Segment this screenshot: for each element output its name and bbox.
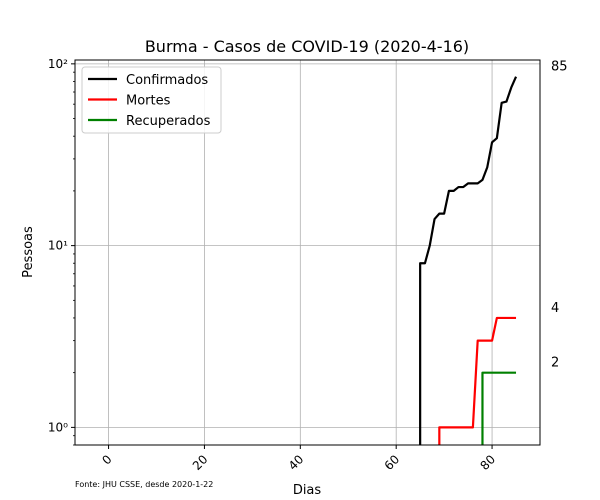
end-label-confirmados: 85 [551,60,568,75]
end-label-recuperados: 2 [551,356,559,371]
y-axis-label: Pessoas [21,226,36,278]
source-note: Fonte: JHU CSSE, desde 2020-1-22 [75,480,213,489]
y-tick-label: 10¹ [48,239,68,253]
x-tick-label: 40 [286,452,307,473]
chart-title: Burma - Casos de COVID-19 (2020-4-16) [145,37,469,56]
series-line-confirmados [419,76,518,445]
legend-label-recuperados: Recuperados [126,114,211,129]
x-tick-label: 20 [190,452,211,473]
plot-frame [74,59,541,446]
x-tick-label: 80 [477,452,498,473]
y-tick-label: 10⁰ [48,420,68,434]
x-axis-label: Dias [293,483,322,498]
series-line-recuperados [481,371,517,445]
series-line-mortes [438,316,517,445]
legend-label-mortes: Mortes [126,94,171,109]
series-lines [419,76,518,445]
legend-label-confirmados: Confirmados [126,73,208,88]
end-label-mortes: 4 [551,301,559,316]
legend-box [81,66,222,134]
legend: Confirmados Mortes Recuperados [81,66,222,134]
x-tick-label: 60 [382,452,403,473]
y-tick-label: 10² [48,57,68,71]
x-tick-label: 0 [99,452,114,467]
end-labels: 85 4 2 [551,60,568,371]
